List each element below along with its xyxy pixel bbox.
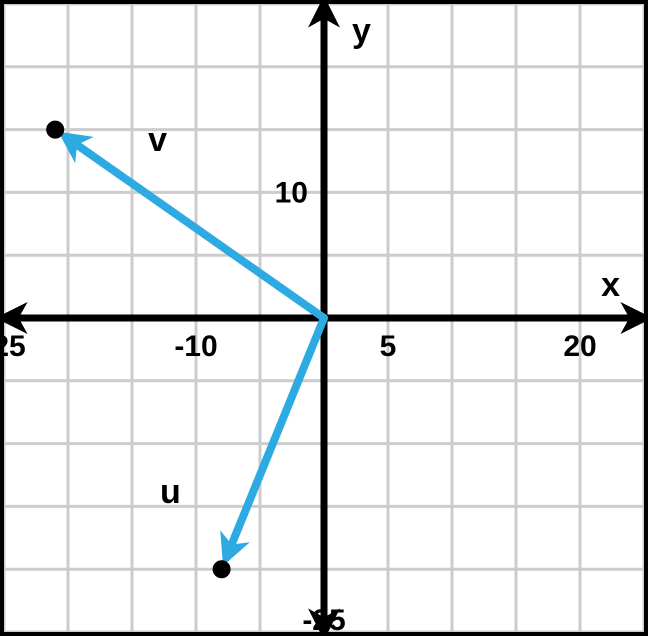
y-tick-label: -25 — [302, 604, 345, 636]
axis-label-x: x — [601, 266, 620, 304]
vector-v-label: v — [148, 121, 167, 159]
x-tick-label: -10 — [174, 330, 217, 363]
vector-plot: uvyx-25-1052010-25 — [0, 0, 648, 636]
vector-u-label: u — [160, 473, 181, 511]
y-tick-label: 10 — [275, 176, 308, 209]
x-tick-label: 5 — [380, 330, 397, 363]
vector-u-endpoint — [214, 561, 230, 577]
axis-label-y: y — [352, 12, 371, 50]
x-tick-label: 20 — [563, 330, 596, 363]
vector-v-endpoint — [47, 122, 63, 138]
